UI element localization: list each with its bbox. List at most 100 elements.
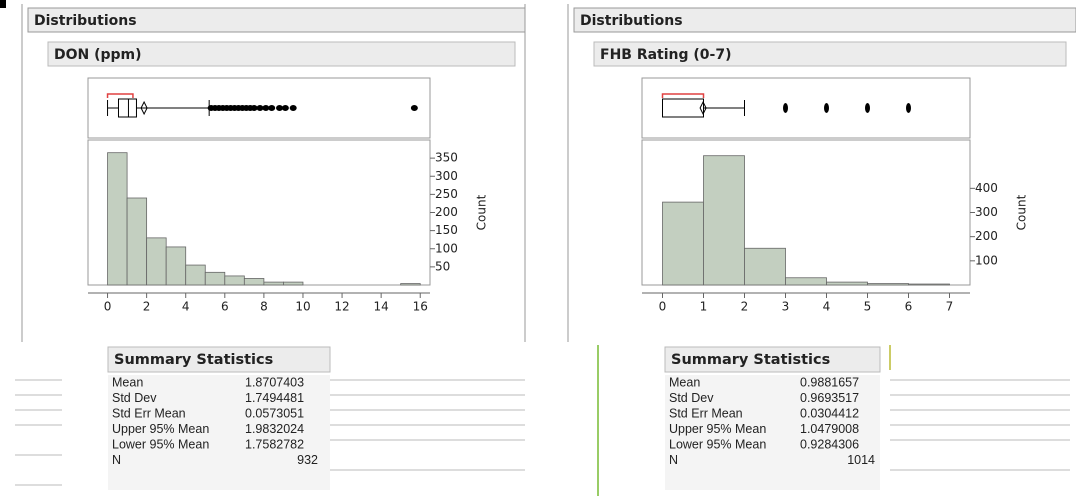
outlier <box>262 105 270 111</box>
summary-title-bar <box>107 346 331 373</box>
histogram-bar <box>204 271 226 286</box>
histogram-bar <box>243 278 265 286</box>
stat-value: 0.0573051 <box>245 406 304 420</box>
x-tick-label: 4 <box>182 300 190 314</box>
title-bar <box>593 41 1067 67</box>
y-tick-label: 350 <box>435 151 458 165</box>
panel-header: Distributions <box>580 13 683 29</box>
panel-header: Distributions <box>34 13 137 29</box>
outlier <box>268 105 276 111</box>
title-bar <box>47 41 516 67</box>
x-tick-label: 10 <box>295 300 310 314</box>
outlier <box>289 105 297 111</box>
stat-value: 1014 <box>847 453 875 467</box>
outlier <box>783 103 788 113</box>
y-tick-label: 200 <box>975 229 998 243</box>
histogram-bar <box>224 275 245 286</box>
histogram-bar <box>908 283 950 286</box>
histogram-bar <box>146 237 167 286</box>
y-tick-label: 300 <box>435 169 458 183</box>
histogram-bar <box>126 197 148 286</box>
mean-diamond <box>140 100 148 116</box>
histogram-bar <box>662 201 704 286</box>
outlier <box>276 105 284 111</box>
histogram-bar <box>263 281 284 286</box>
stat-label: Std Dev <box>112 391 157 405</box>
y-axis-title: Count <box>1015 194 1029 230</box>
stat-value: 1.7582782 <box>245 437 304 451</box>
x-tick-label: 4 <box>823 300 831 314</box>
histogram-bar <box>867 283 909 286</box>
histogram-bar <box>826 281 868 286</box>
summary-table <box>108 375 330 490</box>
corner-mark <box>0 0 6 8</box>
histogram-bar <box>107 152 128 286</box>
x-tick-label: 2 <box>143 300 151 314</box>
x-tick-label: 16 <box>413 300 428 314</box>
stat-value: 0.9284306 <box>800 437 859 451</box>
stat-value: 0.9693517 <box>800 391 859 405</box>
y-tick-label: 100 <box>435 241 458 255</box>
header-bar <box>27 7 526 33</box>
histogram-bar <box>165 246 187 286</box>
y-tick-label: 200 <box>435 205 458 219</box>
stat-label: Mean <box>112 375 143 389</box>
x-tick-label: 5 <box>864 300 872 314</box>
outlier <box>250 105 258 111</box>
stat-label: Std Dev <box>669 391 714 405</box>
header-bar <box>573 7 1076 33</box>
summary-title: Summary Statistics <box>671 352 830 368</box>
panel-title: DON (ppm) <box>54 47 142 63</box>
stat-label: Lower 95% Mean <box>669 437 766 451</box>
x-tick-label: 8 <box>260 300 268 314</box>
shortest-half <box>661 93 705 98</box>
x-tick-label: 1 <box>700 300 708 314</box>
outlier <box>906 103 911 113</box>
x-tick-label: 0 <box>659 300 667 314</box>
x-tick-label: 7 <box>946 300 954 314</box>
x-tick-label: 14 <box>374 300 389 314</box>
y-tick-label: 50 <box>435 259 450 273</box>
y-axis-title: Count <box>475 194 489 230</box>
shortest-half <box>106 93 134 98</box>
box <box>117 98 137 118</box>
stat-label: Upper 95% Mean <box>669 422 766 436</box>
stat-label: Std Err Mean <box>669 406 743 420</box>
outlier <box>281 105 289 111</box>
stat-label: N <box>112 453 121 467</box>
x-tick-label: 2 <box>741 300 749 314</box>
x-tick-label: 0 <box>104 300 112 314</box>
stat-label: Upper 95% Mean <box>112 422 209 436</box>
mean-diamond <box>699 100 707 116</box>
y-tick-label: 300 <box>975 205 998 219</box>
x-tick-label: 6 <box>905 300 913 314</box>
histogram-bar <box>283 281 304 286</box>
y-tick-label: 250 <box>435 187 458 201</box>
histogram-bar <box>785 277 827 286</box>
outlier <box>410 105 418 111</box>
histogram-bar <box>400 283 421 286</box>
outlier <box>865 103 870 113</box>
stat-label: Std Err Mean <box>112 406 186 420</box>
outlier <box>824 103 829 113</box>
y-tick-label: 400 <box>975 181 998 195</box>
x-tick-label: 6 <box>221 300 229 314</box>
y-tick-label: 150 <box>435 223 458 237</box>
stat-label: Lower 95% Mean <box>112 437 209 451</box>
stat-value: 932 <box>297 453 318 467</box>
stat-value: 1.8707403 <box>245 375 304 389</box>
stat-value: 1.0479008 <box>800 422 859 436</box>
summary-title: Summary Statistics <box>114 352 273 368</box>
stat-value: 1.9832024 <box>245 422 304 436</box>
stat-label: Mean <box>669 375 700 389</box>
x-tick-label: 12 <box>334 300 349 314</box>
box <box>662 98 704 118</box>
stat-value: 1.7494481 <box>245 391 304 405</box>
x-tick-label: 3 <box>782 300 790 314</box>
histogram-bar <box>185 264 206 286</box>
stat-value: 0.9881657 <box>800 375 859 389</box>
histogram-bar <box>703 155 745 286</box>
stat-label: N <box>669 453 678 467</box>
histogram-bar <box>744 247 786 286</box>
